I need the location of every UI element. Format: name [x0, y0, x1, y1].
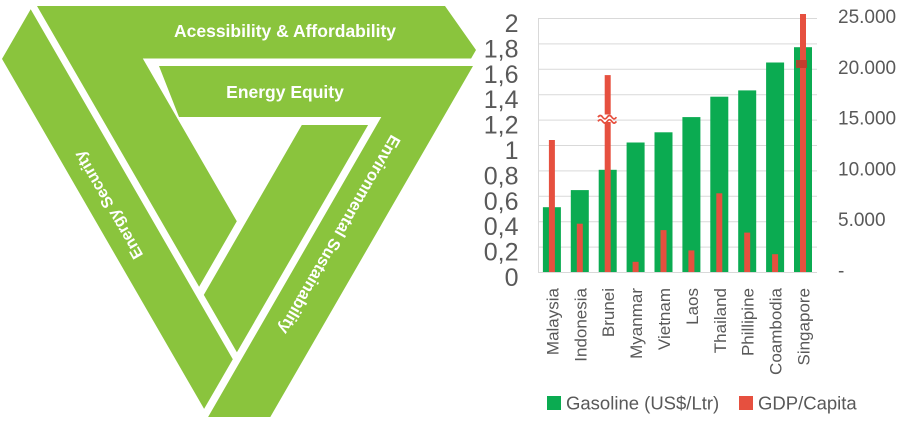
svg-text:20.000: 20.000: [838, 58, 896, 79]
svg-text:1,8: 1,8: [484, 35, 519, 63]
svg-text:Malaysia: Malaysia: [543, 287, 562, 355]
svg-text:Acessibility & Affordability: Acessibility & Affordability: [174, 21, 396, 41]
svg-text:10.000: 10.000: [838, 159, 896, 180]
svg-text:1,2: 1,2: [484, 112, 519, 140]
svg-text:0,2: 0,2: [484, 239, 519, 267]
svg-text:Coambodia: Coambodia: [767, 287, 786, 374]
svg-text:Myanmar: Myanmar: [627, 288, 646, 359]
svg-text:GDP/Capita: GDP/Capita: [758, 393, 857, 414]
svg-text:Gasoline (US$/Ltr): Gasoline (US$/Ltr): [566, 393, 719, 414]
svg-text:Brunei: Brunei: [599, 288, 618, 337]
svg-text:1: 1: [505, 137, 519, 165]
svg-text:1,4: 1,4: [484, 86, 519, 114]
svg-text:Indonesia: Indonesia: [571, 287, 590, 361]
svg-text:-: -: [838, 261, 844, 282]
svg-text:Thailand: Thailand: [711, 288, 730, 353]
svg-text:0,8: 0,8: [484, 162, 519, 190]
svg-text:Laos: Laos: [683, 288, 702, 325]
svg-text:0,4: 0,4: [484, 213, 519, 241]
svg-text:5.000: 5.000: [838, 210, 886, 231]
svg-text:Vietnam: Vietnam: [655, 288, 674, 350]
svg-text:Singapore: Singapore: [795, 288, 814, 366]
svg-text:Phillipine: Phillipine: [739, 288, 758, 356]
svg-text:0: 0: [505, 264, 519, 292]
svg-text:Energy Equity: Energy Equity: [226, 82, 344, 102]
svg-text:25.000: 25.000: [838, 7, 896, 28]
svg-text:15.000: 15.000: [838, 109, 896, 130]
svg-text:2: 2: [505, 10, 519, 38]
svg-text:0,6: 0,6: [484, 188, 519, 216]
svg-text:1,6: 1,6: [484, 61, 519, 89]
